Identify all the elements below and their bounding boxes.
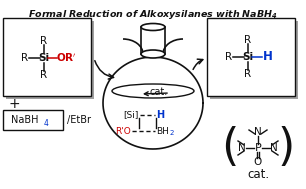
Text: N: N [238, 143, 246, 153]
Text: 2: 2 [170, 130, 174, 136]
Text: N: N [254, 127, 262, 137]
Text: R: R [40, 70, 47, 80]
Bar [6, 21, 94, 99]
Text: (: ( [221, 126, 239, 170]
Text: ): ) [277, 126, 295, 170]
Ellipse shape [141, 23, 165, 30]
Text: H: H [263, 50, 273, 64]
Ellipse shape [141, 50, 165, 58]
Text: Si: Si [242, 52, 254, 62]
Text: R: R [40, 36, 47, 46]
Text: $\bfit{Formal\ Reduction\ of\ Alkoxysilanes\ with\ NaBH_4}$: $\bfit{Formal\ Reduction\ of\ Alkoxysila… [28, 8, 278, 21]
FancyArrowPatch shape [95, 61, 114, 79]
Text: 4: 4 [44, 119, 49, 128]
Text: /EtBr: /EtBr [67, 115, 91, 125]
Text: R'O: R'O [115, 126, 131, 136]
Text: [Si]: [Si] [124, 111, 139, 119]
Text: Si: Si [39, 53, 50, 63]
Text: $\mathbf{OR'}$: $\mathbf{OR'}$ [56, 52, 76, 64]
FancyArrowPatch shape [193, 59, 203, 69]
Polygon shape [103, 57, 203, 149]
Text: cat.: cat. [150, 87, 168, 97]
Bar [210, 21, 298, 99]
Text: +: + [8, 97, 20, 111]
Text: BH: BH [156, 126, 169, 136]
Bar [207, 18, 295, 96]
FancyArrowPatch shape [144, 92, 167, 96]
Text: R: R [244, 35, 252, 45]
Bar [3, 18, 91, 96]
Text: NaBH: NaBH [11, 115, 39, 125]
Text: R: R [21, 53, 28, 63]
Bar [3, 110, 63, 130]
Text: R: R [244, 69, 252, 79]
Text: R: R [226, 52, 233, 62]
Text: H: H [156, 110, 164, 120]
Text: N: N [270, 143, 278, 153]
Text: O: O [254, 157, 262, 167]
Text: P: P [255, 143, 261, 153]
Ellipse shape [112, 84, 194, 98]
Text: cat.: cat. [247, 167, 269, 180]
